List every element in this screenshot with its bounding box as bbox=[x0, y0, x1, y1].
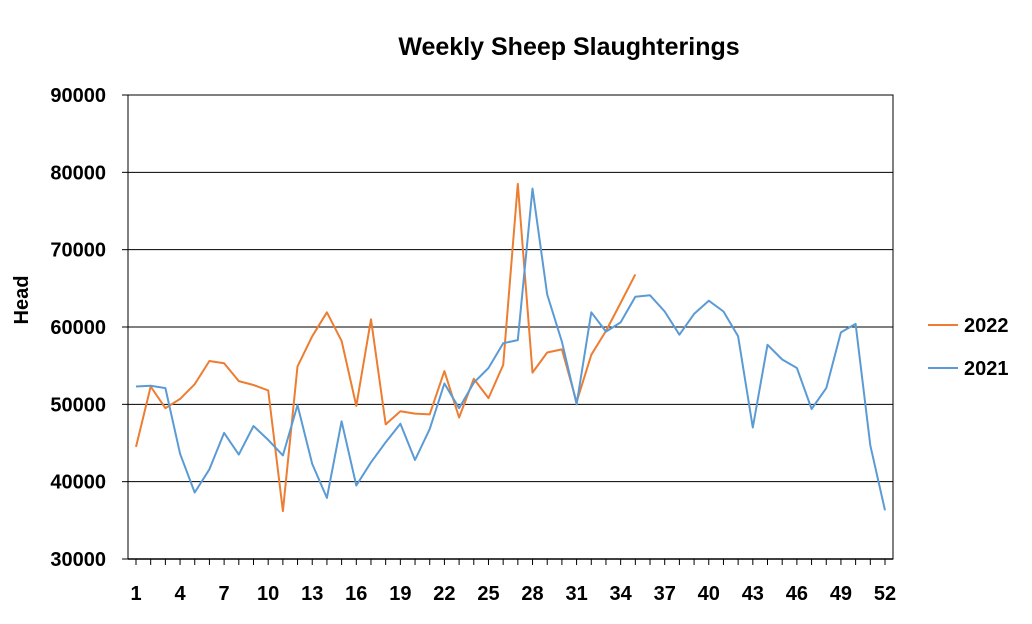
y-axis-ticks: 30000 40000 50000 60000 70000 80000 90000 bbox=[50, 85, 128, 571]
legend-label-2021: 2021 bbox=[964, 358, 1009, 380]
legend: 2022 2021 bbox=[928, 315, 1009, 380]
y-tick-label: 30000 bbox=[50, 549, 106, 571]
y-tick-label: 60000 bbox=[50, 317, 106, 339]
x-tick-label: 1 bbox=[130, 583, 141, 605]
x-tick-label: 16 bbox=[345, 583, 367, 605]
x-tick-label: 34 bbox=[610, 583, 633, 605]
y-tick-label: 40000 bbox=[50, 472, 106, 494]
x-tick-label: 31 bbox=[565, 583, 587, 605]
x-tick-label: 13 bbox=[301, 583, 323, 605]
x-tick-label: 46 bbox=[786, 583, 808, 605]
x-tick-label: 7 bbox=[219, 583, 230, 605]
x-tick-label: 25 bbox=[477, 583, 499, 605]
legend-label-2022: 2022 bbox=[964, 315, 1009, 337]
x-tick-label: 28 bbox=[521, 583, 543, 605]
x-tick-label: 4 bbox=[174, 583, 186, 605]
gridlines bbox=[128, 94, 893, 483]
series-line-2021 bbox=[135, 187, 886, 511]
x-tick-label: 19 bbox=[389, 583, 411, 605]
series-line-2022 bbox=[135, 182, 637, 513]
x-tick-label: 40 bbox=[698, 583, 720, 605]
x-tick-label: 49 bbox=[830, 583, 852, 605]
series-group bbox=[135, 182, 886, 513]
x-tick-label: 52 bbox=[874, 583, 896, 605]
y-tick-label: 80000 bbox=[50, 162, 106, 184]
y-tick-label: 50000 bbox=[50, 394, 106, 416]
y-tick-label: 70000 bbox=[50, 240, 106, 262]
x-axis-ticks: 1 4 7 10 13 16 19 22 25 28 31 34 37 40 43 46 49 52 bbox=[130, 559, 896, 605]
x-tick-label: 43 bbox=[742, 583, 764, 605]
chart-title: Weekly Sheep Slaughterings bbox=[398, 33, 739, 61]
x-tick-label: 22 bbox=[433, 583, 455, 605]
x-tick-label: 37 bbox=[654, 583, 676, 605]
y-axis-label: Head bbox=[11, 276, 33, 325]
y-tick-label: 90000 bbox=[50, 85, 106, 107]
x-tick-label: 10 bbox=[257, 583, 279, 605]
